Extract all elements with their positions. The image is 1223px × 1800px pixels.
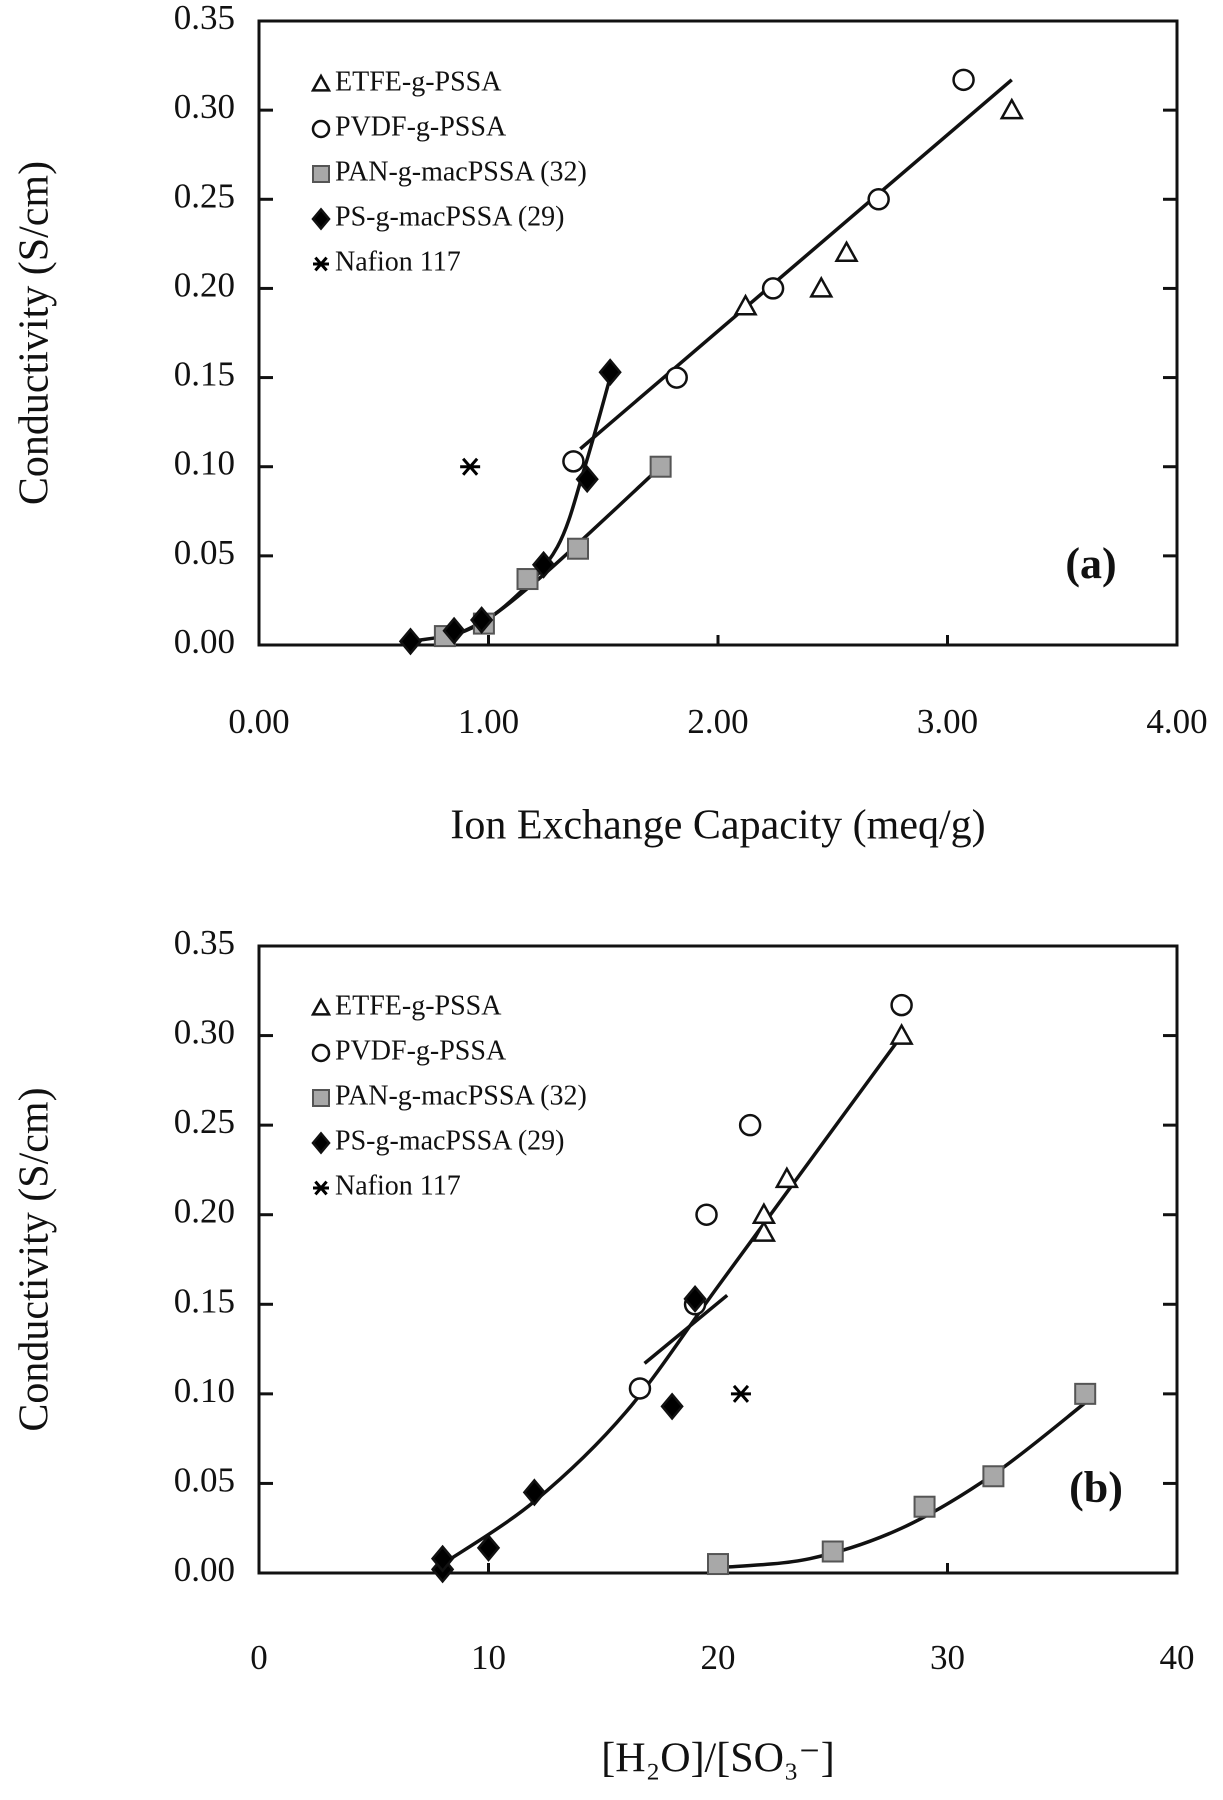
y-tick-label: 0.10 (174, 1371, 235, 1410)
circle-marker (562, 450, 585, 473)
fit-line (717, 1401, 1087, 1570)
asterisk-marker (313, 1180, 329, 1196)
legend-label: PVDF-g-PSSA (335, 1035, 507, 1066)
diamond-marker (660, 1392, 684, 1421)
fit-line (579, 78, 1013, 451)
triangle-marker (310, 997, 332, 1016)
square-marker (312, 1089, 330, 1107)
legend-label: Nafion 117 (335, 246, 461, 277)
diamond-marker (311, 207, 331, 231)
fit-line (643, 1293, 729, 1365)
legend-label: PAN-g-macPSSA (32) (335, 156, 587, 187)
triangle-marker (834, 240, 859, 263)
diamond-marker (398, 627, 423, 656)
y-tick-label: 0.30 (174, 1013, 235, 1052)
x-tick-label: 10 (471, 1638, 506, 1677)
square-marker (821, 1540, 844, 1563)
panel-label: (a) (1065, 539, 1116, 588)
fit-line (441, 1034, 904, 1566)
x-axis-title: Ion Exchange Capacity (meq/g) (450, 803, 985, 849)
y-tick-label: 0.05 (174, 1460, 235, 1499)
square-marker (567, 537, 590, 560)
diamond-marker (476, 1533, 501, 1562)
diamond-marker (683, 1284, 707, 1313)
y-tick-label: 0.25 (174, 176, 235, 215)
x-tick-label: 4.00 (1146, 702, 1207, 741)
triangle-marker (310, 73, 332, 92)
y-tick-label: 0.30 (174, 87, 235, 126)
square-marker (312, 165, 330, 183)
y-tick-label: 0.35 (174, 0, 235, 37)
y-tick-label: 0.20 (174, 265, 235, 304)
x-tick-label: 3.00 (917, 702, 978, 741)
x-tick-label: 20 (701, 1638, 736, 1677)
circle-marker (890, 993, 913, 1017)
x-tick-label: 1.00 (458, 702, 519, 741)
y-tick-label: 0.15 (174, 1281, 235, 1320)
circle-marker (695, 1203, 718, 1226)
y-tick-label: 0.15 (174, 355, 235, 394)
triangle-marker (774, 1166, 799, 1189)
diamond-marker (311, 1131, 331, 1155)
diamond-marker (522, 1478, 547, 1507)
x-tick-label: 2.00 (687, 702, 748, 741)
x-tick-label: 0 (250, 1638, 268, 1677)
legend-label: PVDF-g-PSSA (335, 111, 507, 142)
legend-label: ETFE-g-PSSA (335, 990, 502, 1021)
diamond-marker (575, 465, 599, 494)
diamond-marker (598, 358, 622, 387)
legend-label: PAN-g-macPSSA (32) (335, 1080, 587, 1111)
asterisk-marker (460, 457, 481, 476)
x-tick-label: 30 (930, 1638, 965, 1677)
legend-label: PS-g-macPSSA (29) (335, 1125, 564, 1156)
triangle-marker (733, 293, 758, 316)
diamond-marker (430, 1544, 455, 1573)
square-marker (982, 1465, 1005, 1488)
x-axis-title: [H₂O]/[SO₃⁻] (601, 1736, 834, 1782)
asterisk-marker (313, 256, 329, 272)
y-tick-label: 0.00 (174, 1550, 235, 1589)
y-tick-label: 0.35 (174, 923, 235, 962)
panel-label: (b) (1069, 1463, 1123, 1512)
diamond-marker (531, 550, 556, 579)
circle-marker (311, 119, 331, 139)
square-marker (649, 455, 672, 478)
diamond-marker (442, 616, 466, 645)
circle-marker (867, 188, 890, 211)
legend-label: ETFE-g-PSSA (335, 66, 502, 97)
square-marker (707, 1553, 729, 1576)
triangle-marker (999, 97, 1024, 120)
circle-marker (311, 1043, 331, 1063)
circle-marker (761, 277, 785, 300)
legend-label: PS-g-macPSSA (29) (335, 201, 564, 232)
circle-marker (628, 1377, 652, 1400)
y-tick-label: 0.00 (174, 622, 235, 661)
triangle-marker (751, 1220, 777, 1242)
circle-marker (952, 68, 975, 92)
circle-marker (665, 366, 688, 389)
y-tick-label: 0.05 (174, 533, 235, 572)
circle-marker (738, 1113, 762, 1137)
x-tick-label: 40 (1160, 1638, 1195, 1677)
square-marker (516, 568, 539, 591)
asterisk-marker (730, 1384, 751, 1403)
y-axis-title: Conductivity (S/cm) (12, 1087, 58, 1431)
triangle-marker (889, 1022, 914, 1045)
y-tick-label: 0.10 (174, 444, 235, 483)
y-tick-label: 0.20 (174, 1192, 235, 1231)
square-marker (1074, 1382, 1097, 1405)
y-axis-title: Conductivity (S/cm) (12, 161, 58, 505)
triangle-marker (751, 1202, 777, 1224)
y-tick-label: 0.25 (174, 1102, 235, 1141)
legend-label: Nafion 117 (335, 1170, 461, 1201)
x-tick-label: 0.00 (228, 702, 289, 741)
square-marker (913, 1495, 936, 1518)
triangle-marker (809, 275, 834, 298)
diamond-marker (469, 606, 494, 634)
